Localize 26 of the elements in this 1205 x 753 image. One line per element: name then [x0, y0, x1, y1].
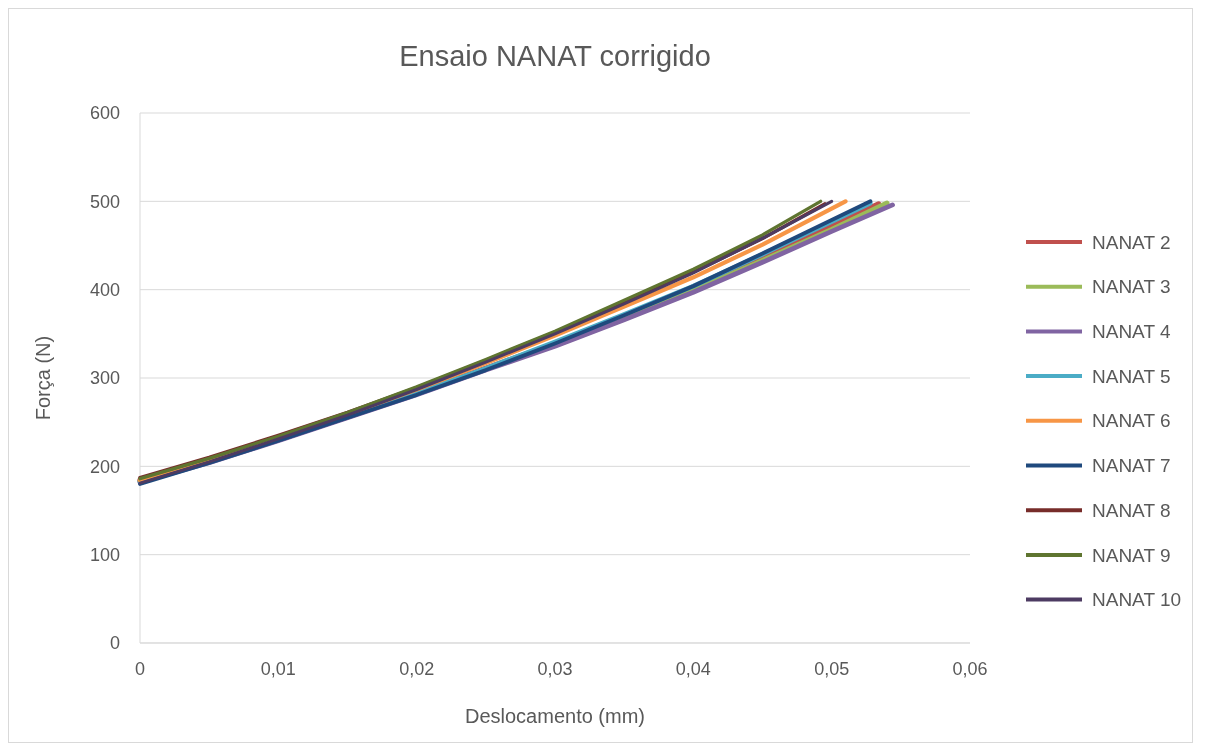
x-tick-label: 0,02 — [399, 659, 435, 679]
y-axis-title: Força (N) — [32, 335, 54, 421]
legend-label: NANAT 10 — [1092, 589, 1182, 611]
legend-label: NANAT 8 — [1092, 499, 1171, 521]
x-tick-label: 0,06 — [952, 659, 988, 679]
y-tick-label: 400 — [89, 279, 120, 300]
legend-label: NANAT 5 — [1092, 365, 1171, 387]
x-tick-label: 0,03 — [537, 659, 573, 679]
legend-label: NANAT 9 — [1092, 544, 1171, 566]
chart-title: Ensaio NANAT corrigido — [399, 40, 711, 72]
y-tick-label: 200 — [89, 456, 120, 477]
legend-label: NANAT 7 — [1092, 455, 1171, 477]
y-tick-label: 600 — [89, 103, 120, 124]
x-tick-label: 0,04 — [675, 659, 711, 679]
y-tick-label: 500 — [89, 191, 120, 212]
legend-label: NANAT 6 — [1092, 410, 1171, 432]
legend-label: NANAT 3 — [1092, 276, 1171, 298]
y-tick-label: 300 — [89, 368, 120, 389]
x-tick-label: 0 — [134, 659, 146, 679]
x-tick-label: 0,01 — [260, 659, 296, 679]
x-axis-title: Deslocamento (mm) — [464, 705, 646, 727]
legend-label: NANAT 2 — [1092, 231, 1171, 253]
x-tick-label: 0,05 — [814, 659, 850, 679]
y-tick-label: 100 — [89, 544, 120, 565]
y-tick-label: 0 — [109, 633, 120, 654]
legend-label: NANAT 4 — [1092, 321, 1171, 343]
